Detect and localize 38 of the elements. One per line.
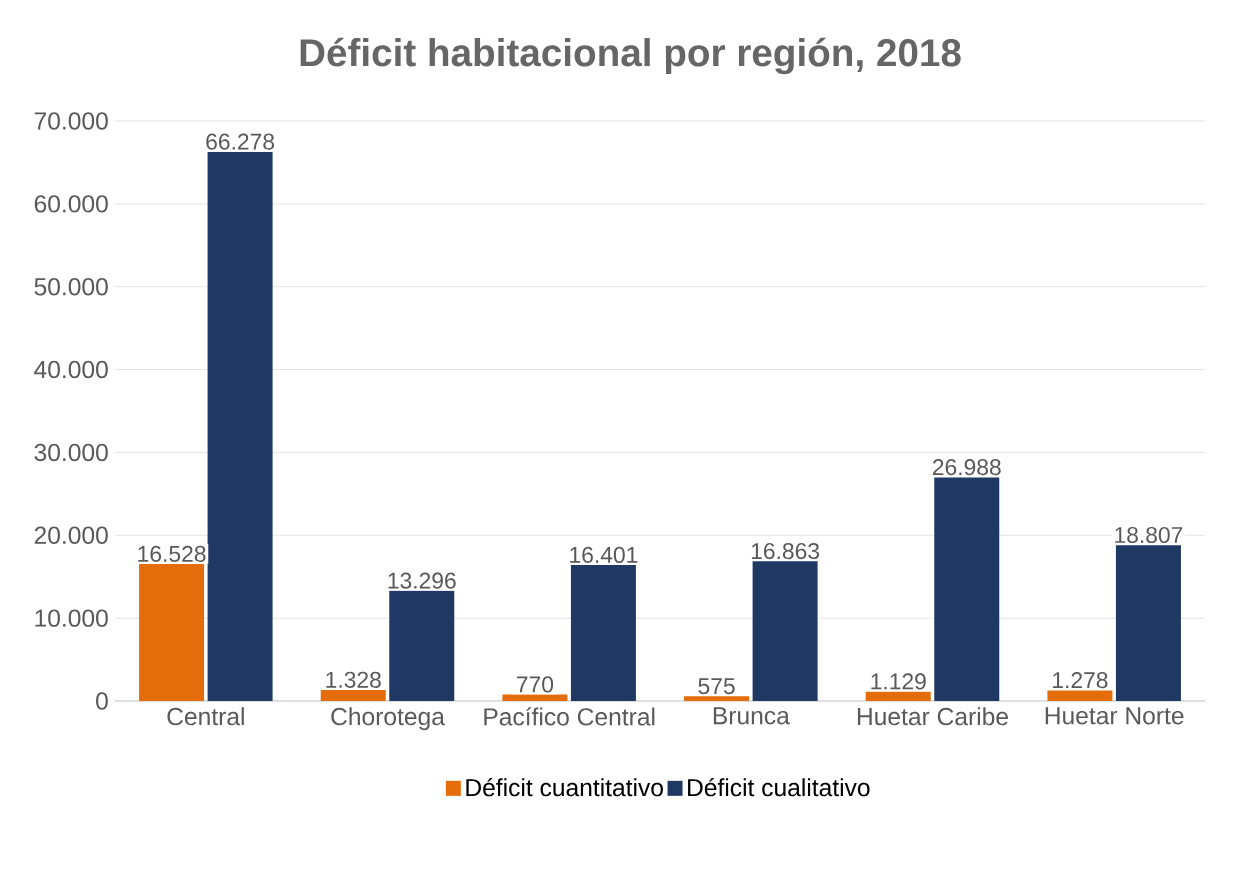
bar	[389, 590, 455, 701]
y-tick-label: 0	[96, 692, 108, 710]
data-label: 18.807	[1115, 526, 1183, 544]
bar	[139, 564, 205, 701]
data-label: 16.401	[570, 546, 638, 563]
data-label: 16.528	[138, 545, 206, 562]
data-label: 1.328	[326, 671, 381, 688]
bar	[752, 561, 818, 701]
x-tick-label: Pacífico Central	[484, 707, 655, 726]
y-tick-label: 20.000	[34, 526, 108, 545]
bar	[865, 691, 931, 701]
y-tick-label: 70.000	[34, 112, 108, 130]
bar	[207, 151, 273, 701]
bar	[684, 696, 750, 701]
x-tick-label: Brunca	[713, 707, 790, 725]
x-tick-label: Central	[167, 707, 244, 726]
chart-title: Déficit habitacional por región, 2018	[300, 37, 961, 75]
data-label: 13.296	[388, 572, 456, 589]
x-tick-label: Huetar Caribe	[857, 707, 1008, 726]
data-label: 1.278	[1053, 672, 1108, 689]
bar	[934, 477, 1000, 701]
legend-label: Déficit cuantitativo	[466, 777, 663, 797]
data-label: 1.129	[871, 673, 926, 690]
data-label: 26.988	[932, 459, 1001, 476]
y-tick-label: 60.000	[34, 195, 108, 213]
y-tick-label: 40.000	[34, 360, 108, 379]
x-tick-label: Chorotega	[331, 707, 445, 731]
y-tick-label: 50.000	[34, 277, 108, 296]
data-label: 66.278	[206, 133, 275, 150]
bar	[1115, 545, 1181, 701]
x-tick-label: Huetar Norte	[1045, 707, 1184, 725]
data-label: 575	[698, 678, 735, 695]
legend-label: Déficit cualitativo	[688, 777, 870, 797]
y-tick-label: 30.000	[34, 443, 108, 462]
data-label: 770	[517, 676, 554, 693]
y-tick-label: 10.000	[35, 609, 108, 627]
bar	[502, 694, 568, 701]
data-label: 16.863	[751, 542, 820, 560]
